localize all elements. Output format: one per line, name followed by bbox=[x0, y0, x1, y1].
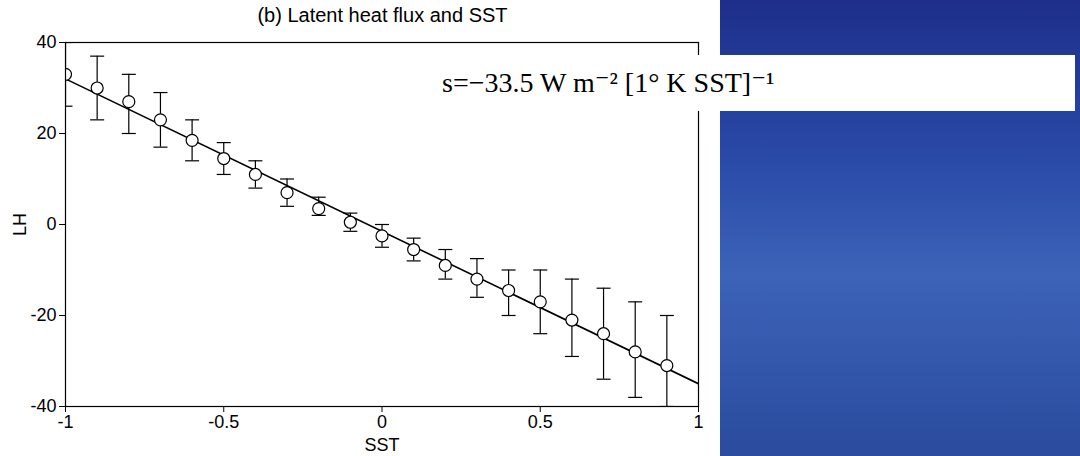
svg-text:1: 1 bbox=[693, 412, 703, 432]
html-text:(b) Latent heat flux and SST: (b) Latent heat flux and SST bbox=[257, 4, 508, 26]
svg-text:-20: -20 bbox=[30, 305, 56, 325]
svg-text:LH: LH bbox=[10, 213, 30, 236]
svg-text:0: 0 bbox=[46, 214, 56, 234]
svg-text:20: 20 bbox=[36, 123, 56, 143]
svg-text:-0.5: -0.5 bbox=[208, 412, 239, 432]
svg-text:SST: SST bbox=[364, 435, 399, 455]
svg-text:0: 0 bbox=[377, 412, 387, 432]
svg-text:0.5: 0.5 bbox=[528, 412, 553, 432]
svg-text:40: 40 bbox=[36, 32, 56, 52]
svg-text:-40: -40 bbox=[30, 396, 56, 416]
svg-text:-1: -1 bbox=[57, 412, 73, 432]
html-text:s=−33.5 W m⁻² [1° K SST]⁻¹: s=−33.5 W m⁻² [1° K SST]⁻¹ bbox=[442, 67, 775, 98]
